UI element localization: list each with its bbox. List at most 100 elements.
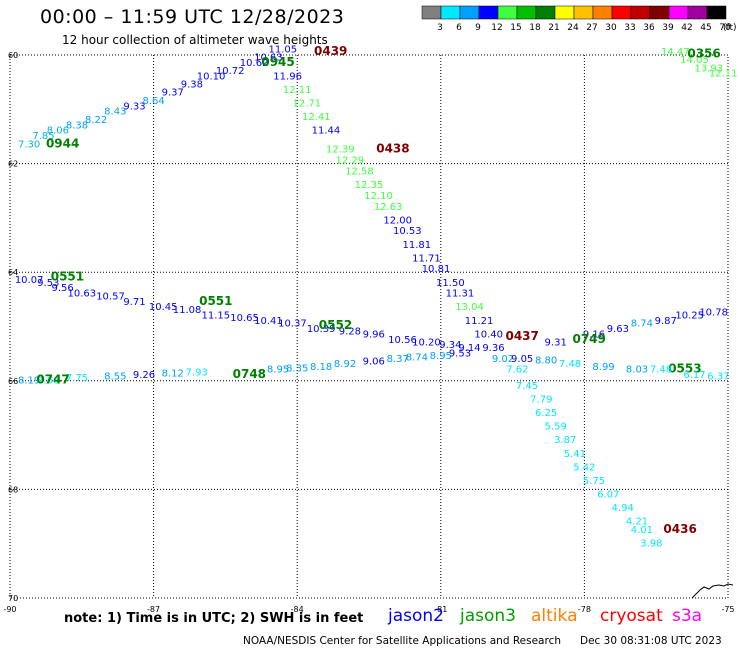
wave-height-value: 9.87	[655, 316, 677, 327]
latitude-tick-label: 70	[8, 594, 18, 603]
wave-height-value: 12.41	[302, 112, 331, 123]
legend-swatch	[516, 5, 537, 20]
wave-height-value: 9.14	[458, 343, 480, 354]
pass-time-label: 0436	[663, 522, 696, 536]
color-legend: 3 6 9 12 15 18 21 24 27 30 33 36 39 42 45 70(ft)	[421, 5, 737, 33]
wave-height-value: 10.78	[699, 308, 728, 319]
wave-height-value: 9.06	[363, 357, 385, 368]
wave-height-value: 12.63	[374, 202, 403, 213]
legend-swatch	[440, 5, 461, 20]
wave-height-value: 7.75	[66, 373, 88, 384]
wave-height-value: 10.63	[67, 289, 96, 300]
wave-height-value: 7.48	[650, 365, 672, 376]
legend-swatch	[706, 5, 727, 20]
wave-height-value: 8.92	[334, 359, 356, 370]
wave-height-value: 8.03	[626, 365, 648, 376]
wave-height-value: 8.74	[406, 353, 428, 364]
wave-height-value: 12.39	[326, 145, 355, 156]
wave-height-value: 11.31	[446, 289, 475, 300]
wave-height-value: 9.28	[339, 327, 361, 338]
latitude-tick-label: 68	[8, 485, 18, 494]
credit-text: NOAA/NESDIS Center for Satellite Applica…	[243, 635, 561, 647]
wave-height-value: 6.37	[707, 372, 729, 383]
legend-label: 36	[643, 23, 655, 33]
wave-height-value: 11.50	[436, 278, 465, 289]
wave-height-value: 4.21	[626, 517, 648, 528]
altimeter-tracks: 7.307.858.068.388.228.439.338.649.379.38…	[15, 44, 738, 549]
wave-height-value: 13.93	[695, 63, 724, 74]
wave-height-value: 10.07	[15, 275, 44, 286]
wave-height-value: 7.30	[18, 139, 40, 150]
satellite-legend-altika: altika	[531, 606, 578, 626]
wave-height-value: 10.72	[216, 66, 245, 77]
legend-label: 39	[662, 23, 674, 33]
legend-swatch	[592, 5, 613, 20]
wave-height-value: 10.37	[278, 319, 307, 330]
wave-height-value: 10.56	[388, 335, 417, 346]
wave-height-value: 9.53	[37, 278, 59, 289]
wave-height-value: 12.29	[336, 156, 365, 167]
pass-time-label: 0552	[319, 318, 352, 332]
lat-lon-grid	[9, 54, 729, 599]
pass-time-label: 0439	[314, 44, 347, 58]
wave-height-value: 10.53	[393, 226, 422, 237]
wave-height-value: 10.39	[307, 324, 336, 335]
wave-height-value: 10.40	[474, 329, 503, 340]
wave-height-value: 10.57	[96, 291, 125, 302]
wave-height-value: 14.47	[661, 47, 690, 58]
pass-time-label: 0944	[46, 136, 79, 150]
wave-height-value: 12.10	[364, 191, 393, 202]
legend-label: 9	[475, 23, 481, 33]
pass-time-label: 0747	[36, 373, 69, 387]
wave-height-value: 7.62	[506, 365, 528, 376]
track-jason2: 7.307.858.068.388.228.439.338.649.379.38…	[18, 44, 663, 549]
legend-swatch	[535, 5, 556, 20]
pass-time-label: 0438	[376, 142, 409, 156]
wave-height-value: 9.02	[492, 354, 514, 365]
wave-height-value: 6.07	[597, 490, 619, 501]
legend-swatch	[668, 5, 689, 20]
pass-time-label: 0551	[51, 269, 84, 283]
longitude-tick-label: -90	[3, 605, 16, 614]
wave-height-value: 8.18	[310, 362, 332, 373]
satellite-legend-s3a: s3a	[672, 606, 703, 626]
pass-time-label: 0749	[572, 332, 605, 346]
wave-height-value: 9.71	[123, 297, 145, 308]
wave-height-value: 8.35	[286, 364, 308, 375]
wave-height-value: 8.99	[592, 362, 614, 373]
wave-height-value: 9.33	[123, 101, 145, 112]
legend-label: 27	[586, 23, 597, 33]
wave-height-value: 7.45	[516, 381, 538, 392]
wave-height-value: 8.38	[66, 120, 88, 131]
wave-height-value: 12.11	[709, 69, 738, 80]
legend-swatch	[573, 5, 594, 20]
pass-time-label: 0945	[261, 55, 294, 69]
wave-height-value: 9.56	[52, 283, 74, 294]
wave-height-value: 8.64	[142, 96, 164, 107]
legend-label: 3	[437, 23, 443, 33]
wave-height-value: 3.98	[640, 538, 662, 549]
wave-height-value: 5.41	[564, 449, 586, 460]
wave-height-value: 12.11	[283, 85, 312, 96]
longitude-tick-label: -84	[291, 605, 304, 614]
wave-height-value: 10.25	[675, 310, 704, 321]
latitude-tick-label: 66	[8, 377, 18, 386]
coastline	[691, 583, 734, 599]
wave-height-value: 8.19	[18, 376, 40, 387]
wave-height-value: 8.37	[387, 354, 409, 365]
wave-height-value: 12.58	[345, 166, 374, 177]
wave-height-value: 9.05	[511, 354, 533, 365]
wave-height-value: 9.34	[439, 340, 461, 351]
wave-height-value: 7.85	[32, 131, 54, 142]
wave-height-value: 6.25	[535, 408, 557, 419]
legend-label: 42	[681, 23, 692, 33]
wave-height-value: 4.94	[612, 503, 634, 514]
footnote: note: 1) Time is in UTC; 2) SWH is in fe…	[64, 611, 364, 626]
wave-height-value: 12.00	[383, 215, 412, 226]
wave-height-value: 11.81	[403, 240, 432, 251]
latitude-tick-label: 62	[8, 160, 18, 169]
wave-height-value: 11.96	[273, 71, 302, 82]
longitude-tick-label: -87	[147, 605, 160, 614]
wave-height-value: 9.38	[181, 80, 203, 91]
